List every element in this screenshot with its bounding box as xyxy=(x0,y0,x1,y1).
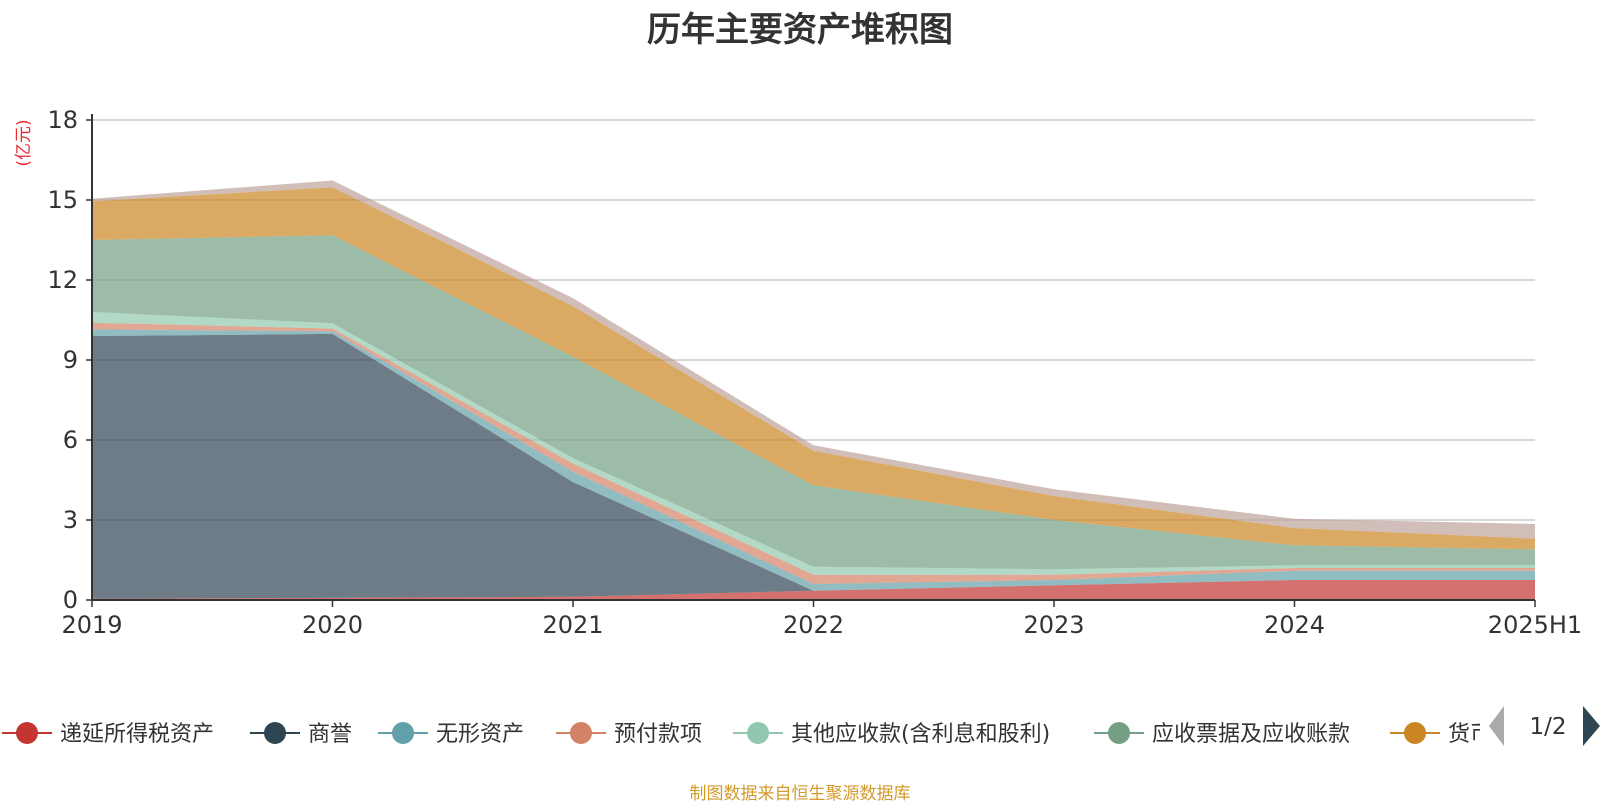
y-tick-label: 6 xyxy=(63,426,78,454)
legend-marker xyxy=(392,722,414,744)
legend-label: 商誉 xyxy=(308,722,352,747)
area-6 xyxy=(92,235,1535,570)
x-tick-label: 2021 xyxy=(542,611,603,639)
x-tick-label: 2022 xyxy=(783,611,844,639)
x-tick-label: 2020 xyxy=(302,611,363,639)
y-axis-unit-label: (亿元) xyxy=(14,119,34,166)
y-tick-label: 9 xyxy=(63,346,78,374)
legend-marker xyxy=(1108,722,1130,744)
legend-label: 其他应收款(含利息和股利) xyxy=(791,722,1050,747)
area-7 xyxy=(92,187,1535,550)
legend-label: 无形资产 xyxy=(436,722,524,747)
legend-marker xyxy=(570,722,592,744)
area-series xyxy=(92,180,1535,600)
data-source-note: 制图数据来自恒生聚源数据库 xyxy=(689,784,911,804)
x-tick-label: 2023 xyxy=(1023,611,1084,639)
y-tick-label: 0 xyxy=(63,586,78,614)
axes: 0 3 6 9 12 15 18 2019 2020 2021 2022 2023 2024 2025H1 xyxy=(47,106,1582,639)
legend-marker xyxy=(264,722,286,744)
area-1 xyxy=(92,580,1535,600)
legend-pager: 1/2 xyxy=(1489,706,1600,746)
legend-prev-arrow-icon[interactable] xyxy=(1489,706,1504,746)
legend-label: 货币资金 xyxy=(1448,722,1536,747)
legend-marker xyxy=(16,722,38,744)
legend-label: 递延所得税资产 xyxy=(60,722,214,747)
y-tick-label: 18 xyxy=(47,106,78,134)
y-tick-label: 15 xyxy=(47,186,78,214)
legend-marker xyxy=(1404,722,1426,744)
legend-page-indicator: 1/2 xyxy=(1529,714,1566,740)
legend-label: 预付款项 xyxy=(614,722,702,747)
legend: 递延所得税资产 商誉 无形资产 预付款项 其他应收款(含利息和股利) 应收票据及应收账款 货… xyxy=(2,722,1536,747)
chart-title: 历年主要资产堆积图 xyxy=(647,10,953,50)
legend-next-arrow-icon[interactable] xyxy=(1583,706,1600,746)
legend-marker xyxy=(747,722,769,744)
y-tick-label: 12 xyxy=(47,266,78,294)
area-2 xyxy=(92,333,1535,599)
x-tick-label: 2019 xyxy=(61,611,122,639)
x-tick-label: 2024 xyxy=(1264,611,1325,639)
legend-label: 应收票据及应收账款 xyxy=(1152,722,1350,747)
x-tick-label: 2025H1 xyxy=(1488,611,1582,639)
y-tick-label: 3 xyxy=(63,506,78,534)
